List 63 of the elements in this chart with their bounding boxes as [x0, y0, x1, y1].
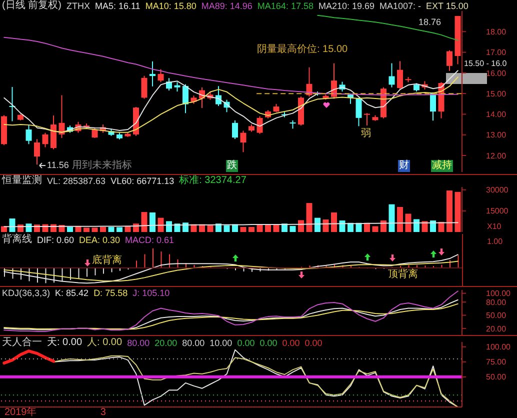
annotation: 弱 — [361, 128, 371, 140]
y-tick-label: 30000 — [486, 186, 509, 195]
text: D: 75.58 — [94, 287, 128, 299]
text: 1.00 — [487, 236, 503, 248]
annotation: 财 — [398, 160, 410, 172]
text: VL: 285387.63 — [47, 175, 106, 187]
x-tick-label: 2019年 — [4, 406, 37, 418]
series-label: 天: 0.00 — [47, 337, 82, 349]
annotation: 0.00 — [237, 337, 255, 349]
text: MA89: 14.96 — [201, 0, 252, 12]
x-tick-label: 3 — [100, 407, 106, 418]
y-tick-label: 50.00 — [486, 311, 507, 320]
annotation: 减持 — [431, 160, 453, 172]
text: MA10: 15.80 — [145, 0, 196, 12]
annotation: 0.00 — [282, 337, 300, 349]
text: DEA: 0.30 — [79, 234, 120, 246]
y-axis-title: X10 — [487, 222, 502, 232]
annotation: 底背离 — [92, 255, 122, 267]
y-tick-label: 20.00 — [486, 324, 507, 334]
y-tick-label: 100.00 — [486, 342, 512, 352]
annotation: MA1007: - — [380, 0, 422, 12]
annotation: 11.56 — [47, 159, 69, 171]
text: VL60: 66771.13 — [110, 175, 174, 187]
annotation: 20.00 — [154, 337, 178, 349]
y-tick-label: 80.00 — [486, 298, 507, 307]
series-label: MACD: 0.61 — [125, 234, 174, 246]
text: K: 85.42 — [55, 287, 89, 299]
ref-line-label: 阴量最高价位: 15.00 — [257, 44, 348, 56]
text: 15.50 - 16.0 — [464, 58, 507, 70]
annotation: (日线 前复权) — [2, 0, 62, 12]
annotation: ZTHX — [66, 0, 90, 12]
text: DIF: 0.60 — [37, 234, 74, 246]
annotation: 10.00 — [210, 337, 232, 349]
annotation: 顶背离 — [388, 269, 418, 281]
annotation: 80.00 — [182, 337, 205, 349]
series-label: J: 105.10 — [132, 287, 170, 299]
y-tick-label: 18.00 — [486, 27, 507, 36]
annotation: EXT 15.00 — [426, 0, 468, 12]
chart-title: 恒量监测 — [2, 175, 42, 187]
y-tick-label: 75.00 — [486, 358, 507, 367]
y-tick-label: 14.00 — [486, 110, 507, 120]
annotation: 用到未来指标 — [72, 160, 132, 172]
y-tick-label: 15000 — [486, 206, 509, 216]
annotation: 18.76 — [418, 16, 441, 28]
text: 标准: 32374.27 — [179, 175, 246, 187]
text: MA5: 16.11 — [94, 0, 140, 12]
annotation: MA210: 19.69 — [318, 0, 375, 12]
annotation: 80.00 — [127, 337, 150, 349]
chart-title: 天人合一 — [2, 337, 42, 349]
y-tick-label: 100.00 — [486, 289, 512, 298]
y-tick-label: 13.00 — [486, 130, 507, 140]
y-tick-label: 12.00 — [486, 151, 507, 160]
annotation: 0.00 — [304, 337, 322, 349]
chart-title: KDJ(36,3,3) — [2, 287, 50, 299]
annotation: 0.00 — [260, 337, 278, 349]
y-tick-label: 50.00 — [486, 372, 507, 382]
chart-title: 背离线 — [2, 234, 32, 246]
y-tick-label: 16.00 — [486, 68, 507, 78]
series-label: 人: 0.00 — [87, 337, 122, 349]
y-tick-label: 17.00 — [486, 48, 507, 58]
annotation: 跌 — [226, 160, 238, 172]
series-label: MA164: 17.58 — [257, 0, 314, 12]
y-tick-label: 15.00 — [486, 89, 507, 98]
